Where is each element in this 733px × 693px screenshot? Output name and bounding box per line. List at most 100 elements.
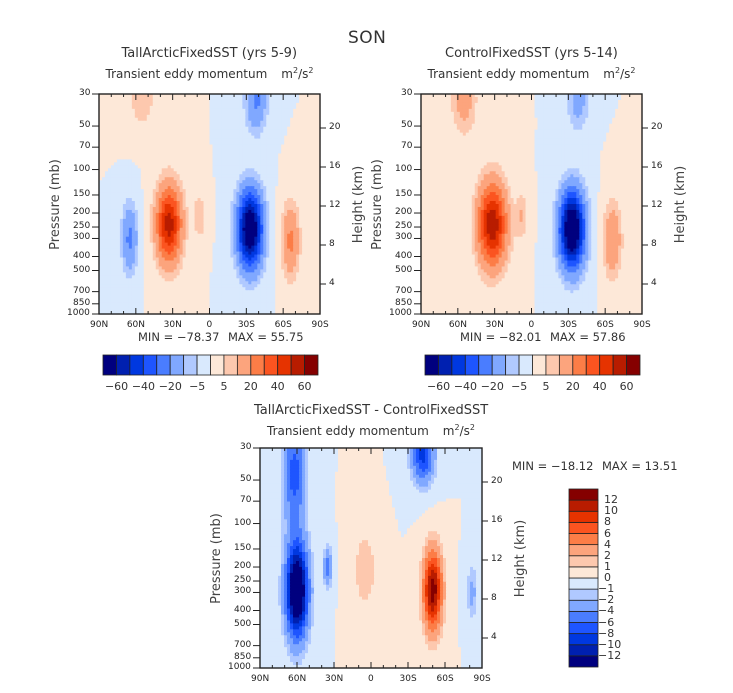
contour-cell (134, 212, 139, 217)
contour-cell (236, 168, 240, 172)
contour-cell (149, 260, 154, 265)
contour-cell (305, 111, 309, 116)
contour-cell (200, 263, 205, 268)
contour-cell (263, 177, 267, 181)
contour-cell (302, 278, 306, 282)
contour-cell (287, 263, 291, 268)
contour-cell (287, 171, 291, 175)
contour-cell (155, 284, 160, 288)
contour-cell (308, 209, 312, 214)
contour-cell (134, 108, 139, 113)
contour-cell (107, 141, 112, 146)
contour-cell (164, 263, 169, 268)
contour-cell (302, 171, 306, 175)
contour-cell (251, 209, 255, 214)
contour-cell (167, 123, 172, 128)
contour-cell (188, 198, 193, 202)
contour-cell (101, 96, 106, 101)
contour-cell (296, 99, 300, 104)
contour-cell (278, 227, 282, 232)
contour-cell (99, 212, 103, 217)
contour-cell (179, 147, 184, 152)
contour-cell (107, 150, 112, 155)
contour-cell (314, 254, 318, 259)
contour-cell (242, 236, 246, 241)
contour-cell (221, 168, 226, 172)
contour-cell (167, 171, 172, 175)
contour-cell (275, 245, 279, 250)
contour-cell (239, 135, 243, 140)
contour-cell (263, 120, 267, 125)
contour-cell (200, 245, 205, 250)
contour-cell (269, 138, 273, 143)
contour-cell (233, 162, 237, 166)
contour-cell (203, 287, 208, 291)
contour-cell (263, 150, 267, 155)
contour-cell (140, 138, 145, 143)
contour-cell (269, 183, 273, 187)
contour-cell (284, 180, 288, 184)
contour-cell (302, 275, 306, 279)
contour-cell (155, 168, 160, 172)
contour-cell (176, 212, 181, 217)
contour-cell (311, 227, 315, 232)
contour-cell (104, 177, 109, 181)
contour-cell (140, 206, 145, 211)
contour-cell (185, 242, 190, 247)
contour-cell (158, 186, 163, 190)
contour-cell (263, 204, 267, 208)
contour-cell (245, 209, 249, 214)
contour-cell (179, 263, 184, 268)
contour-cell (209, 99, 214, 104)
contour-cell (221, 224, 226, 229)
contour-cell (302, 120, 306, 125)
contour-cell (293, 123, 297, 128)
contour-cell (305, 141, 309, 146)
contour-cell (104, 171, 109, 175)
contour-cell (308, 278, 312, 282)
contour-cell (167, 180, 172, 184)
contour-cell (194, 272, 199, 276)
contour-cell (185, 174, 190, 178)
contour-cell (197, 239, 202, 244)
contour-cell (122, 236, 127, 241)
contour-cell (170, 105, 175, 110)
contour-cell (239, 177, 243, 181)
contour-cell (197, 266, 202, 270)
contour-cell (266, 144, 270, 149)
contour-cell (212, 230, 217, 235)
contour-cell (131, 102, 136, 107)
contour-cell (200, 278, 205, 282)
contour-cell (200, 96, 205, 101)
contour-cell (251, 117, 255, 122)
contour-cell (137, 266, 142, 270)
contour-cell (119, 147, 124, 152)
contour-cell (269, 263, 273, 268)
contour-cell (230, 198, 234, 202)
contour-cell (173, 290, 178, 294)
contour-cell (200, 239, 205, 244)
contour-cell (197, 192, 202, 196)
contour-cell (233, 96, 237, 101)
contour-cell (251, 129, 255, 134)
contour-cell (212, 254, 217, 259)
contour-cell (149, 129, 154, 134)
contour-cell (149, 248, 154, 253)
contour-cell (131, 94, 136, 98)
contour-cell (110, 94, 115, 98)
contour-cell (143, 117, 148, 122)
contour-cell (215, 212, 220, 217)
contour-cell (263, 138, 267, 143)
contour-cell (191, 171, 196, 175)
contour-cell (251, 248, 255, 253)
contour-cell (236, 278, 240, 282)
contour-cell (164, 126, 169, 131)
contour-cell (287, 275, 291, 279)
contour-cell (287, 132, 291, 137)
contour-cell (260, 177, 264, 181)
contour-cell (107, 105, 112, 110)
contour-cell (116, 236, 121, 241)
contour-cell (224, 114, 229, 119)
contour-cell (317, 144, 321, 149)
contour-cell (221, 257, 226, 262)
